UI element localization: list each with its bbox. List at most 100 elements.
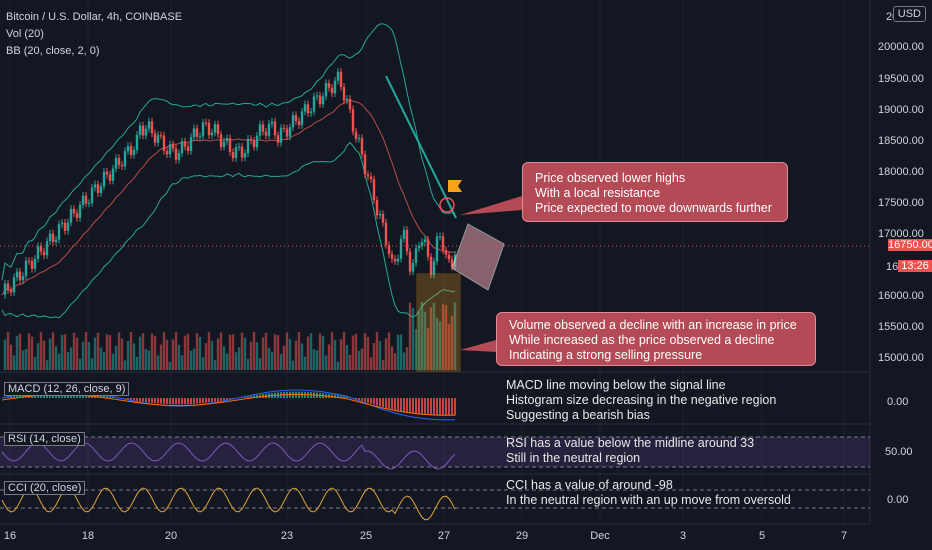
macd-histogram-bar — [145, 398, 147, 403]
volume-bar — [15, 335, 19, 370]
macd-histogram-bar — [100, 394, 102, 398]
bollinger-basis — [1, 99, 456, 296]
volume-bar — [189, 350, 193, 370]
macd-histogram-bar — [136, 398, 138, 401]
date-axis-label: 20 — [164, 530, 178, 542]
candle-body — [426, 239, 430, 257]
candle-body — [111, 168, 115, 181]
volume-bar — [123, 360, 127, 370]
volume-indicator-label[interactable]: Vol (20) — [6, 28, 44, 40]
bollinger-upper — [1, 23, 456, 281]
volume-bar — [441, 304, 445, 370]
macd-histogram-bar — [193, 398, 195, 404]
macd-histogram-bar — [169, 398, 171, 405]
currency-button[interactable]: USD — [892, 6, 926, 22]
cci-line — [1, 487, 456, 521]
volume-bar — [207, 332, 211, 370]
date-axis-label: 23 — [280, 530, 294, 542]
cci-pane-label[interactable]: CCI (20, close) — [4, 481, 86, 495]
candle-body — [210, 132, 214, 136]
candle-body — [192, 128, 196, 138]
candle-body — [330, 87, 334, 94]
candle-body — [39, 246, 43, 252]
volume-bar — [273, 334, 277, 370]
volume-bar — [63, 334, 67, 370]
candle-body — [213, 124, 217, 133]
volume-bar — [327, 344, 331, 370]
volume-callout-line-2: While increased as the price observed a … — [509, 333, 775, 347]
macd-histogram-bar — [418, 398, 420, 414]
macd-histogram-bar — [331, 394, 333, 398]
rsi-pane-label[interactable]: RSI (14, close) — [4, 432, 85, 446]
volume-bar — [396, 334, 400, 370]
volume-bar — [378, 341, 382, 370]
candle-body — [51, 233, 55, 242]
volume-bar — [177, 344, 181, 370]
candle-body — [33, 258, 37, 269]
candle-body — [261, 124, 265, 132]
cci-label: CCI (20, close) — [4, 481, 86, 495]
macd-histogram-bar — [160, 398, 162, 404]
candle-body — [342, 86, 346, 101]
macd-histogram-bar — [217, 398, 219, 402]
candle-body — [372, 179, 376, 201]
candle-body — [237, 146, 241, 148]
volume-bar — [171, 339, 175, 370]
macd-axis-zero: 0.00 — [887, 396, 909, 408]
candle-body — [183, 141, 187, 147]
countdown-tag: 13:26 — [898, 260, 932, 272]
candle-body — [345, 98, 349, 101]
price-axis-label: 16000.00 — [878, 290, 924, 302]
candle-body — [207, 122, 211, 136]
volume-bar — [129, 332, 133, 370]
macd-histogram-bar — [451, 398, 453, 416]
rsi-note[interactable]: RSI has a value below the midline around… — [506, 436, 754, 466]
candle-body — [408, 251, 412, 272]
macd-histogram-bar — [439, 398, 441, 416]
macd-histogram-bar — [448, 398, 450, 416]
macd-note[interactable]: MACD line moving below the signal line H… — [506, 378, 776, 423]
macd-histogram-bar — [412, 398, 414, 414]
macd-histogram-bar — [241, 397, 243, 398]
cci-note[interactable]: CCI has a value of around -98 In the neu… — [506, 478, 791, 508]
macd-histogram-bar — [454, 398, 456, 416]
bollinger-indicator-label[interactable]: BB (20, close, 2, 0) — [6, 45, 100, 57]
volume-callout[interactable]: Volume observed a decline with an increa… — [496, 312, 816, 366]
candle-body — [201, 122, 205, 137]
volume-bar — [150, 333, 154, 370]
volume-bar — [30, 336, 34, 370]
price-axis-label: 19500.00 — [878, 73, 924, 85]
price-callout[interactable]: Price observed lower highs With a local … — [522, 162, 788, 222]
macd-histogram-bar — [187, 398, 189, 405]
candle-body — [360, 138, 364, 155]
price-axis-label: 15500.00 — [878, 321, 924, 333]
candle-body — [144, 128, 148, 136]
candle-body — [405, 229, 409, 252]
candle-body — [156, 135, 160, 143]
date-axis-label: 16 — [3, 530, 17, 542]
candle-body — [420, 241, 424, 246]
volume-bar — [258, 358, 262, 370]
candle-body — [36, 246, 40, 259]
volume-bar — [168, 361, 172, 370]
candle-body — [18, 271, 22, 281]
volume-bar — [381, 359, 385, 370]
candle-body — [336, 71, 340, 81]
volume-bar — [24, 348, 28, 370]
candle-body — [99, 186, 103, 193]
macd-note-line-2: Histogram size decreasing in the negativ… — [506, 393, 777, 407]
volume-bar — [165, 339, 169, 370]
volume-bar — [360, 348, 364, 370]
candle-body — [168, 144, 172, 155]
macd-histogram-bar — [133, 398, 135, 401]
volume-bar — [69, 347, 73, 370]
macd-histogram-bar — [22, 394, 24, 398]
candle-body — [147, 121, 151, 129]
volume-bar — [276, 335, 280, 370]
candle-body — [204, 122, 208, 124]
macd-pane-label[interactable]: MACD (12, 26, close, 9) — [4, 382, 130, 396]
candle-body — [162, 135, 166, 152]
volume-bar — [411, 307, 415, 370]
